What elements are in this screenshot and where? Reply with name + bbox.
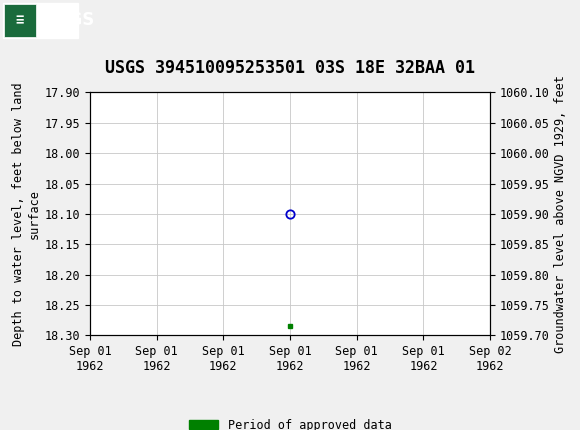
Y-axis label: Depth to water level, feet below land
surface: Depth to water level, feet below land su… [12, 82, 41, 346]
Text: USGS: USGS [44, 12, 95, 29]
Legend: Period of approved data: Period of approved data [188, 418, 392, 430]
Y-axis label: Groundwater level above NGVD 1929, feet: Groundwater level above NGVD 1929, feet [554, 75, 567, 353]
Bar [3, 3, 78, 37]
Text: USGS 394510095253501 03S 18E 32BAA 01: USGS 394510095253501 03S 18E 32BAA 01 [105, 59, 475, 77]
Bar [4, 4, 36, 37]
Text: ≡: ≡ [16, 13, 24, 28]
